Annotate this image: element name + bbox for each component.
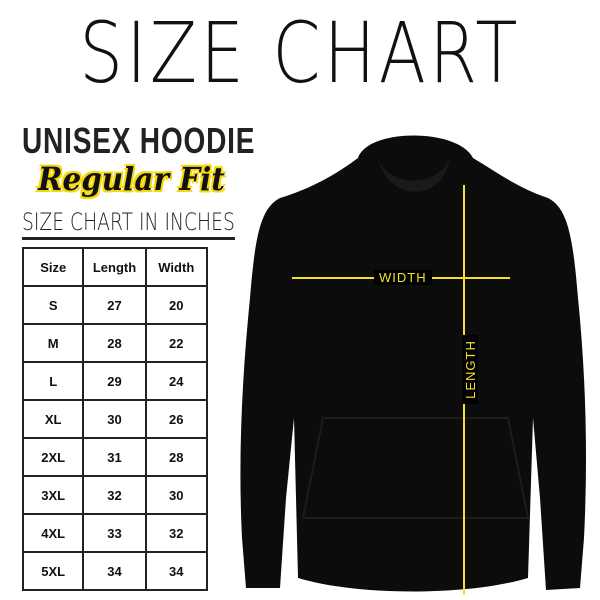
- table-cell: 30: [82, 399, 147, 439]
- table-cell: 2XL: [21, 437, 85, 477]
- table-header-row: Size Length Width: [21, 247, 209, 287]
- table-cell: Width: [144, 247, 209, 287]
- hoodie-body: [240, 135, 586, 592]
- table-cell: 24: [144, 361, 209, 401]
- table-row: L 29 24: [21, 361, 209, 401]
- table-cell: 30: [144, 475, 209, 515]
- table-row: 2XL 31 28: [21, 437, 209, 477]
- table-cell: 4XL: [21, 513, 85, 553]
- table-cell: 26: [144, 399, 209, 439]
- units-heading: SIZE CHART IN INCHES: [22, 208, 235, 240]
- table-cell: XL: [21, 399, 85, 439]
- table-cell: 28: [82, 323, 147, 363]
- table-cell: 33: [82, 513, 147, 553]
- table-cell: 22: [144, 323, 209, 363]
- table-row: 4XL 33 32: [21, 513, 209, 553]
- table-cell: S: [21, 285, 85, 325]
- page-title: SIZE CHART: [79, 4, 521, 102]
- table-row: XL 30 26: [21, 399, 209, 439]
- table-cell: 27: [82, 285, 147, 325]
- table-row: S 27 20: [21, 285, 209, 325]
- table-cell: Length: [82, 247, 147, 287]
- table-cell: 3XL: [21, 475, 85, 515]
- table-cell: 5XL: [21, 551, 85, 591]
- table-row: 5XL 34 34: [21, 551, 209, 591]
- size-table: Size Length Width S 27 20 M 28 22 L 29 24 XL 30 26 2XL 3…: [21, 247, 209, 591]
- width-label: WIDTH: [374, 270, 432, 285]
- table-cell: 29: [82, 361, 147, 401]
- table-row: M 28 22: [21, 323, 209, 363]
- table-cell: 34: [144, 551, 209, 591]
- table-cell: Size: [21, 247, 85, 287]
- table-cell: 31: [82, 437, 147, 477]
- table-cell: 28: [144, 437, 209, 477]
- table-cell: 32: [144, 513, 209, 553]
- table-cell: L: [21, 361, 85, 401]
- table-cell: 20: [144, 285, 209, 325]
- product-name: UNISEX HOODIE: [22, 120, 256, 161]
- hoodie-image: [240, 135, 586, 592]
- table-cell: 34: [82, 551, 147, 591]
- table-cell: M: [21, 323, 85, 363]
- fit-label: Regular Fit: [38, 160, 225, 198]
- table-row: 3XL 32 30: [21, 475, 209, 515]
- table-cell: 32: [82, 475, 147, 515]
- length-label: LENGTH: [462, 335, 478, 404]
